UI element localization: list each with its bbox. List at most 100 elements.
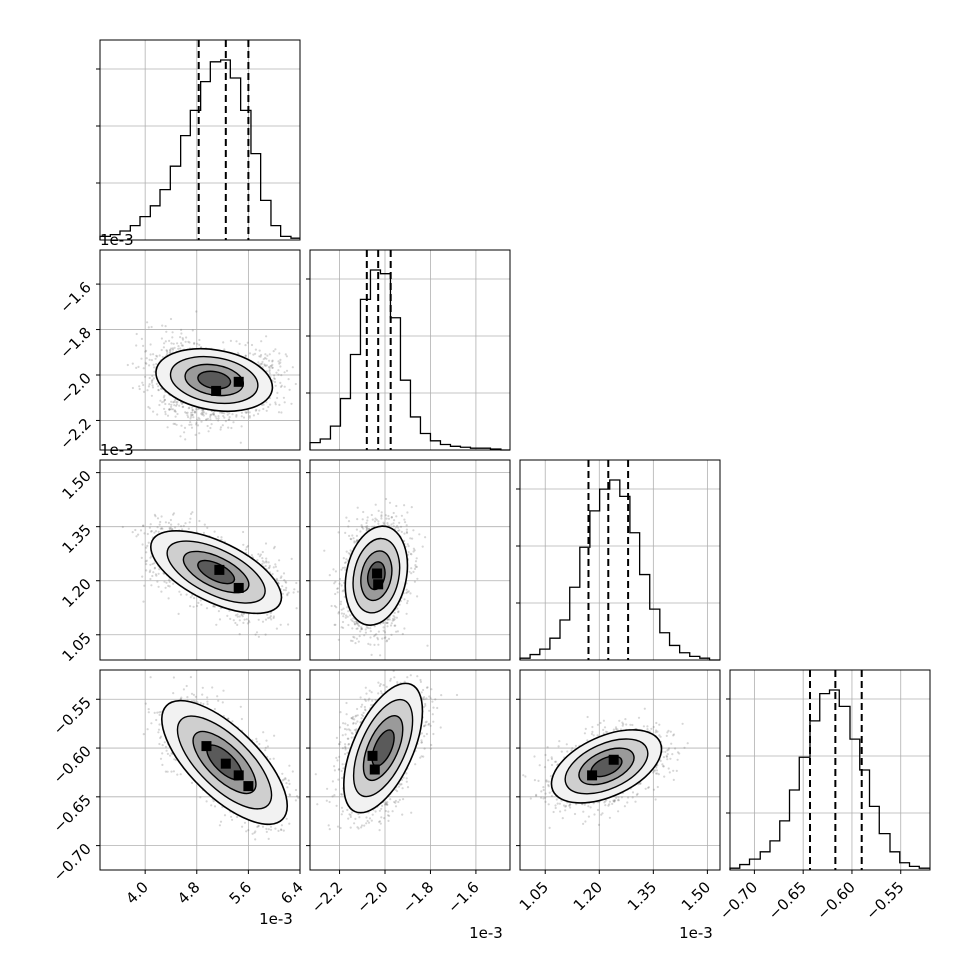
sample-point xyxy=(265,357,268,360)
sample-point xyxy=(250,554,253,557)
sample-point xyxy=(415,565,418,569)
sample-point xyxy=(183,431,186,434)
sample-point xyxy=(377,509,380,512)
sample-point xyxy=(164,340,167,343)
sample-point xyxy=(265,557,268,560)
sample-point xyxy=(169,526,172,529)
sample-point xyxy=(353,622,356,626)
sample-point xyxy=(279,381,282,384)
sample-point xyxy=(270,364,273,367)
sample-point xyxy=(160,527,163,530)
sample-point xyxy=(390,516,393,519)
sample-point xyxy=(219,607,222,610)
sample-point xyxy=(242,416,246,419)
sample-point xyxy=(223,416,226,419)
sample-point xyxy=(164,325,167,328)
sample-point xyxy=(375,633,378,636)
sample-point xyxy=(191,408,194,412)
sample-point xyxy=(268,359,271,362)
sample-point xyxy=(356,518,359,521)
sample-point xyxy=(258,349,261,352)
sample-point xyxy=(160,590,163,593)
sample-point xyxy=(261,562,264,566)
sample-point xyxy=(398,521,401,524)
sample-point xyxy=(393,611,396,615)
sample-point xyxy=(195,408,198,411)
sample-point xyxy=(292,591,295,594)
sample-point xyxy=(212,413,216,417)
sample-point xyxy=(170,342,173,345)
sample-point xyxy=(226,413,229,416)
sample-point xyxy=(395,630,398,633)
sample-point xyxy=(278,403,281,406)
sample-point xyxy=(248,416,251,419)
sample-point xyxy=(380,515,383,518)
sample-point xyxy=(201,693,204,696)
sample-point xyxy=(392,525,395,528)
sample-point xyxy=(258,363,261,366)
sample-point xyxy=(215,417,218,420)
sample-point xyxy=(333,604,336,608)
sample-point xyxy=(240,425,243,428)
sample-point xyxy=(381,637,384,640)
sample-point xyxy=(232,619,235,622)
sample-point xyxy=(239,441,242,444)
sample-point xyxy=(365,527,368,530)
sample-point xyxy=(147,541,150,544)
sample-point xyxy=(413,567,417,571)
panel-frame-diag-1 xyxy=(309,249,511,451)
sample-point xyxy=(385,621,388,625)
sample-point xyxy=(362,527,365,530)
sample-point xyxy=(365,521,368,525)
sample-point xyxy=(400,530,403,534)
sample-point xyxy=(197,601,200,605)
sample-point xyxy=(156,413,159,416)
sample-point xyxy=(197,416,200,419)
sample-point xyxy=(235,340,238,343)
sample-point xyxy=(364,628,367,631)
sample-point xyxy=(272,350,275,353)
sample-point xyxy=(274,403,277,406)
sample-point xyxy=(205,607,209,610)
sample-point xyxy=(269,612,272,615)
sample-point xyxy=(277,369,280,372)
sample-point xyxy=(193,341,196,345)
sample-point xyxy=(259,355,262,358)
sample-point xyxy=(388,501,392,504)
sample-point xyxy=(188,521,191,524)
sample-point xyxy=(165,349,168,352)
sample-point xyxy=(153,567,156,570)
density-peak xyxy=(233,376,244,387)
sample-point xyxy=(165,581,168,584)
sample-point xyxy=(167,584,170,588)
sample-point xyxy=(385,517,388,520)
sample-point xyxy=(268,366,271,370)
sample-point xyxy=(334,570,337,573)
sample-point xyxy=(191,329,194,332)
sample-point xyxy=(180,342,183,345)
sample-point xyxy=(367,527,370,530)
sample-point xyxy=(403,518,406,521)
sample-point xyxy=(338,582,341,585)
sample-point xyxy=(213,605,216,608)
sample-point xyxy=(337,612,340,615)
sample-point xyxy=(401,632,404,636)
sample-point xyxy=(361,518,364,521)
sample-point xyxy=(175,404,178,407)
histogram-step-1 xyxy=(309,269,510,451)
sample-point xyxy=(168,339,171,342)
sample-point xyxy=(279,385,283,388)
sample-point xyxy=(226,614,229,618)
sample-point xyxy=(361,525,364,528)
sample-point xyxy=(373,625,376,628)
sample-point xyxy=(171,331,174,334)
sample-point xyxy=(403,627,406,630)
sample-point xyxy=(342,612,346,616)
sample-point xyxy=(141,543,144,546)
sample-point xyxy=(405,612,408,615)
sample-point xyxy=(296,590,299,593)
sample-point xyxy=(163,580,166,583)
sample-point xyxy=(185,593,188,596)
sample-point xyxy=(376,638,380,641)
